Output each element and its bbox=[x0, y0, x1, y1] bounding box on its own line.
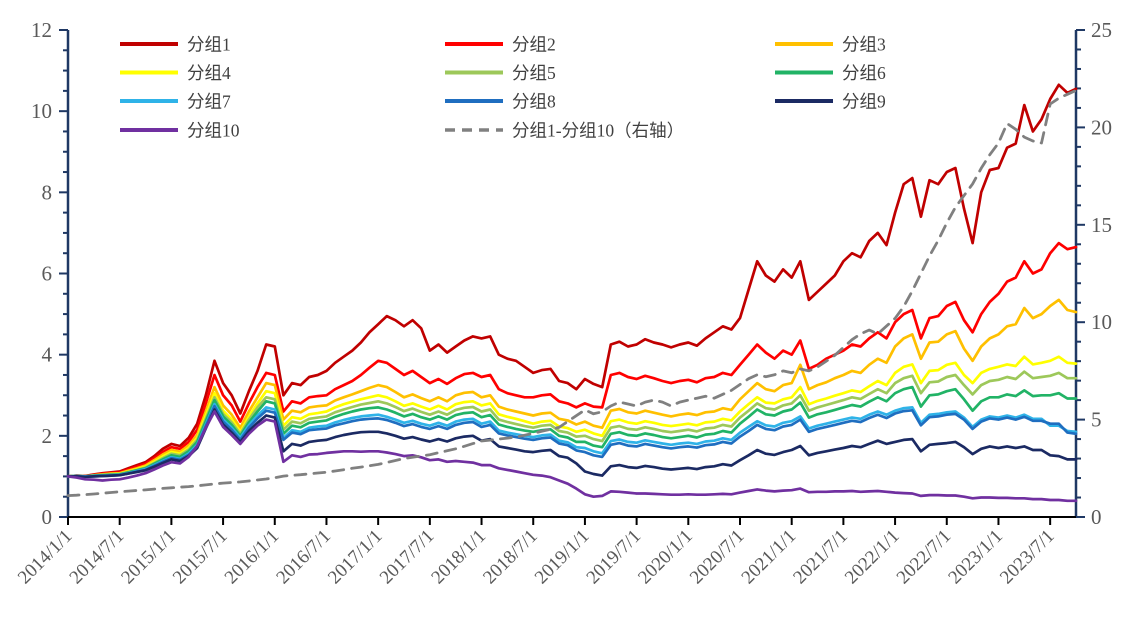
legend-item-group-1: 分组1 bbox=[120, 35, 231, 55]
x-axis-tick-label: 2023/1/1 bbox=[944, 526, 1007, 589]
axes bbox=[59, 29, 1085, 525]
x-axis-tick-label: 2021/7/1 bbox=[789, 526, 852, 589]
line-group-9 bbox=[66, 408, 1078, 479]
legend-item-group-10: 分组10 bbox=[120, 121, 240, 141]
legend-label-spread: 分组1-分组10（右轴） bbox=[512, 121, 684, 141]
right-axis-tick-label: 5 bbox=[1091, 408, 1102, 432]
x-axis-tick-label: 2014/7/1 bbox=[66, 526, 129, 589]
left-axis-tick-label: 8 bbox=[42, 180, 53, 204]
x-axis-tick-label: 2022/7/1 bbox=[893, 526, 956, 589]
line-group-8 bbox=[66, 404, 1078, 479]
legend-item-group-2: 分组2 bbox=[445, 35, 556, 55]
line-spread bbox=[66, 89, 1078, 498]
legend-label-group-5: 分组5 bbox=[512, 63, 556, 83]
legend-label-group-10: 分组10 bbox=[187, 121, 240, 141]
left-axis-tick-label: 4 bbox=[42, 343, 53, 367]
right-axis-tick-label: 20 bbox=[1091, 115, 1112, 139]
legend-item-group-8: 分组8 bbox=[445, 92, 556, 112]
legend-label-group-1: 分组1 bbox=[187, 35, 231, 55]
legend-item-group-9: 分组9 bbox=[775, 92, 886, 112]
axis-labels: 02468101205101520252014/1/12014/7/12015/… bbox=[14, 18, 1112, 588]
line-group-1 bbox=[66, 83, 1078, 478]
x-axis-tick-label: 2020/7/1 bbox=[686, 526, 749, 589]
x-axis-tick-label: 2014/1/1 bbox=[14, 526, 77, 589]
legend: 分组1 分组2 分组3 分组4 分组5 分组6 分组7 分组8 分组9 分组10 分组1-分组10（… bbox=[120, 35, 886, 141]
x-axis-tick-label: 2015/1/1 bbox=[117, 526, 180, 589]
right-axis-tick-label: 0 bbox=[1091, 505, 1102, 529]
x-axis-tick-label: 2016/7/1 bbox=[272, 526, 335, 589]
x-axis-tick-label: 2018/1/1 bbox=[427, 526, 490, 589]
left-axis-tick-label: 6 bbox=[42, 262, 53, 286]
line-group-6 bbox=[66, 385, 1078, 478]
right-axis-tick-label: 25 bbox=[1091, 18, 1112, 42]
legend-label-group-4: 分组4 bbox=[187, 63, 231, 83]
x-axis-tick-label: 2023/7/1 bbox=[996, 526, 1059, 589]
legend-item-group-5: 分组5 bbox=[445, 63, 556, 83]
line-group-4 bbox=[66, 355, 1078, 478]
legend-label-group-6: 分组6 bbox=[842, 63, 886, 83]
x-axis-tick-label: 2016/1/1 bbox=[221, 526, 284, 589]
legend-item-spread: 分组1-分组10（右轴） bbox=[445, 121, 684, 141]
series-lines bbox=[66, 83, 1078, 503]
x-axis-tick-label: 2017/1/1 bbox=[324, 526, 387, 589]
legend-item-group-4: 分组4 bbox=[120, 63, 231, 83]
x-axis-tick-label: 2018/7/1 bbox=[479, 526, 542, 589]
legend-label-group-3: 分组3 bbox=[842, 35, 886, 55]
legend-item-group-6: 分组6 bbox=[775, 63, 886, 83]
legend-label-group-7: 分组7 bbox=[187, 92, 231, 112]
x-axis-tick-label: 2015/7/1 bbox=[169, 526, 232, 589]
right-axis-tick-label: 15 bbox=[1091, 213, 1112, 237]
legend-label-group-8: 分组8 bbox=[512, 92, 556, 112]
line-group-10 bbox=[66, 410, 1078, 503]
x-axis-tick-label: 2022/1/1 bbox=[841, 526, 904, 589]
x-axis-tick-label: 2017/7/1 bbox=[376, 526, 439, 589]
legend-label-group-9: 分组9 bbox=[842, 92, 886, 112]
left-axis-tick-label: 0 bbox=[42, 505, 53, 529]
legend-item-group-7: 分组7 bbox=[120, 92, 231, 112]
x-axis-tick-label: 2020/1/1 bbox=[634, 526, 697, 589]
right-axis-tick-label: 10 bbox=[1091, 310, 1112, 334]
left-axis-tick-label: 12 bbox=[31, 18, 52, 42]
legend-item-group-3: 分组3 bbox=[775, 35, 886, 55]
legend-label-group-2: 分组2 bbox=[512, 35, 556, 55]
line-group-5 bbox=[66, 370, 1078, 478]
x-axis-tick-label: 2019/1/1 bbox=[531, 526, 594, 589]
x-axis-tick-label: 2021/1/1 bbox=[738, 526, 801, 589]
x-axis-tick-label: 2019/7/1 bbox=[583, 526, 646, 589]
left-axis-tick-label: 2 bbox=[42, 424, 53, 448]
line-group-3 bbox=[66, 298, 1078, 478]
left-axis-tick-label: 10 bbox=[31, 99, 52, 123]
line-group-2 bbox=[66, 241, 1078, 478]
